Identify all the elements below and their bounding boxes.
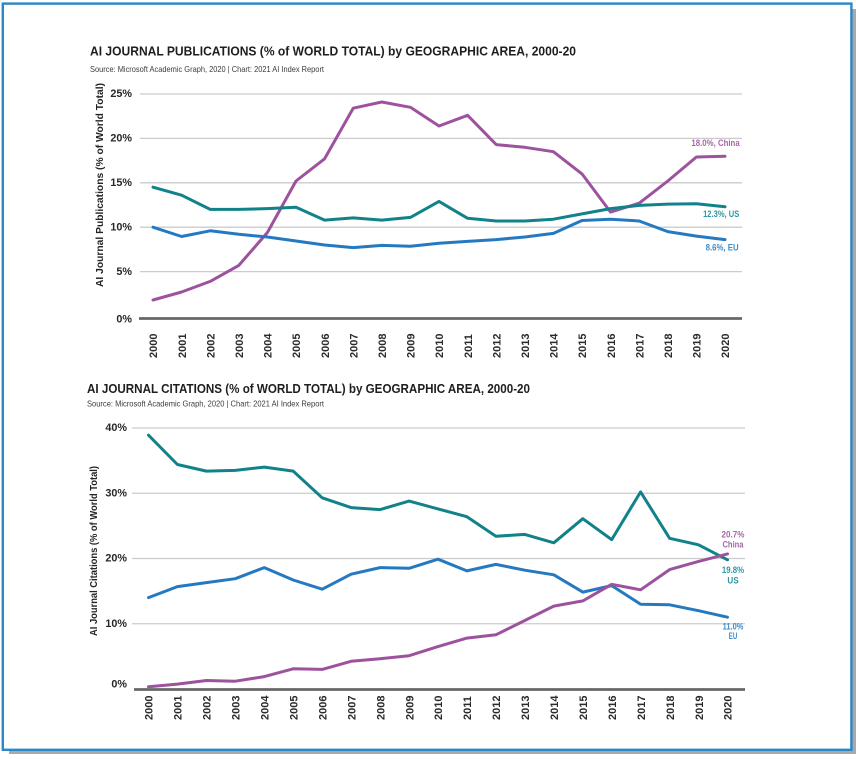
svg-text:2013: 2013	[520, 334, 532, 358]
svg-text:2010: 2010	[434, 334, 446, 358]
svg-text:25%: 25%	[110, 88, 132, 100]
svg-text:2004: 2004	[263, 333, 275, 358]
svg-text:2014: 2014	[549, 333, 561, 358]
svg-text:2017: 2017	[634, 334, 646, 358]
svg-text:15%: 15%	[110, 177, 132, 189]
svg-text:2020: 2020	[723, 696, 735, 720]
svg-text:2005: 2005	[291, 334, 303, 358]
svg-text:2003: 2003	[234, 334, 246, 358]
svg-text:2011: 2011	[462, 696, 474, 720]
svg-text:Source: Microsoft Academic Gra: Source: Microsoft Academic Graph, 2020 |…	[90, 64, 325, 74]
svg-text:US: US	[727, 576, 739, 587]
svg-text:20%: 20%	[110, 133, 132, 145]
svg-text:2004: 2004	[260, 695, 272, 720]
svg-text:0%: 0%	[111, 679, 127, 691]
svg-text:2010: 2010	[433, 696, 445, 720]
svg-text:2005: 2005	[288, 696, 300, 720]
svg-text:2002: 2002	[205, 334, 217, 358]
svg-text:2008: 2008	[375, 696, 387, 720]
svg-text:2016: 2016	[606, 334, 618, 358]
svg-text:2017: 2017	[636, 696, 648, 720]
svg-text:5%: 5%	[116, 266, 132, 278]
svg-text:AI JOURNAL CITATIONS (% of WOR: AI JOURNAL CITATIONS (% of WORLD TOTAL) …	[87, 382, 530, 396]
svg-text:2009: 2009	[404, 696, 416, 720]
svg-text:20%: 20%	[105, 553, 127, 565]
svg-text:AI JOURNAL PUBLICATIONS (% of: AI JOURNAL PUBLICATIONS (% of WORLD TOTA…	[90, 45, 576, 59]
svg-text:2003: 2003	[231, 696, 243, 720]
svg-text:18.0%, China: 18.0%, China	[691, 138, 740, 149]
svg-text:China: China	[722, 539, 744, 550]
svg-text:2002: 2002	[202, 696, 214, 720]
svg-text:2007: 2007	[348, 334, 360, 358]
svg-text:2000: 2000	[148, 334, 160, 358]
svg-text:2018: 2018	[665, 696, 677, 720]
svg-text:Source: Microsoft Academic Gra: Source: Microsoft Academic Graph, 2020 |…	[87, 399, 325, 409]
svg-text:40%: 40%	[105, 422, 127, 434]
svg-text:2014: 2014	[549, 695, 561, 720]
svg-text:2013: 2013	[520, 696, 532, 720]
svg-text:12.3%, US: 12.3%, US	[703, 209, 740, 220]
svg-text:10%: 10%	[110, 221, 132, 233]
svg-text:2018: 2018	[663, 334, 675, 358]
svg-text:2008: 2008	[377, 334, 389, 358]
svg-text:AI Journal Citations (% of Wor: AI Journal Citations (% of World Total)	[89, 466, 100, 636]
svg-text:2020: 2020	[720, 334, 732, 358]
svg-text:2015: 2015	[577, 334, 589, 358]
svg-text:AI Journal Publications (% of: AI Journal Publications (% of World Tota…	[95, 83, 106, 287]
svg-text:2016: 2016	[607, 696, 619, 720]
svg-text:2015: 2015	[578, 696, 590, 720]
svg-text:EU: EU	[729, 631, 738, 642]
svg-text:2006: 2006	[320, 334, 332, 358]
svg-text:19.8%: 19.8%	[722, 565, 745, 576]
svg-text:2000: 2000	[144, 696, 156, 720]
svg-text:0%: 0%	[116, 314, 132, 326]
svg-text:2012: 2012	[491, 696, 503, 720]
svg-text:2019: 2019	[694, 696, 706, 720]
svg-text:8.6%, EU: 8.6%, EU	[706, 243, 739, 254]
svg-text:2006: 2006	[317, 696, 329, 720]
svg-text:2019: 2019	[692, 334, 704, 358]
svg-text:10%: 10%	[105, 618, 127, 630]
svg-text:30%: 30%	[105, 487, 127, 499]
svg-text:2007: 2007	[346, 696, 358, 720]
svg-text:2012: 2012	[491, 334, 503, 358]
svg-text:2001: 2001	[177, 334, 189, 358]
svg-text:2011: 2011	[463, 334, 475, 358]
svg-text:2001: 2001	[173, 696, 185, 720]
svg-text:2009: 2009	[406, 334, 418, 358]
